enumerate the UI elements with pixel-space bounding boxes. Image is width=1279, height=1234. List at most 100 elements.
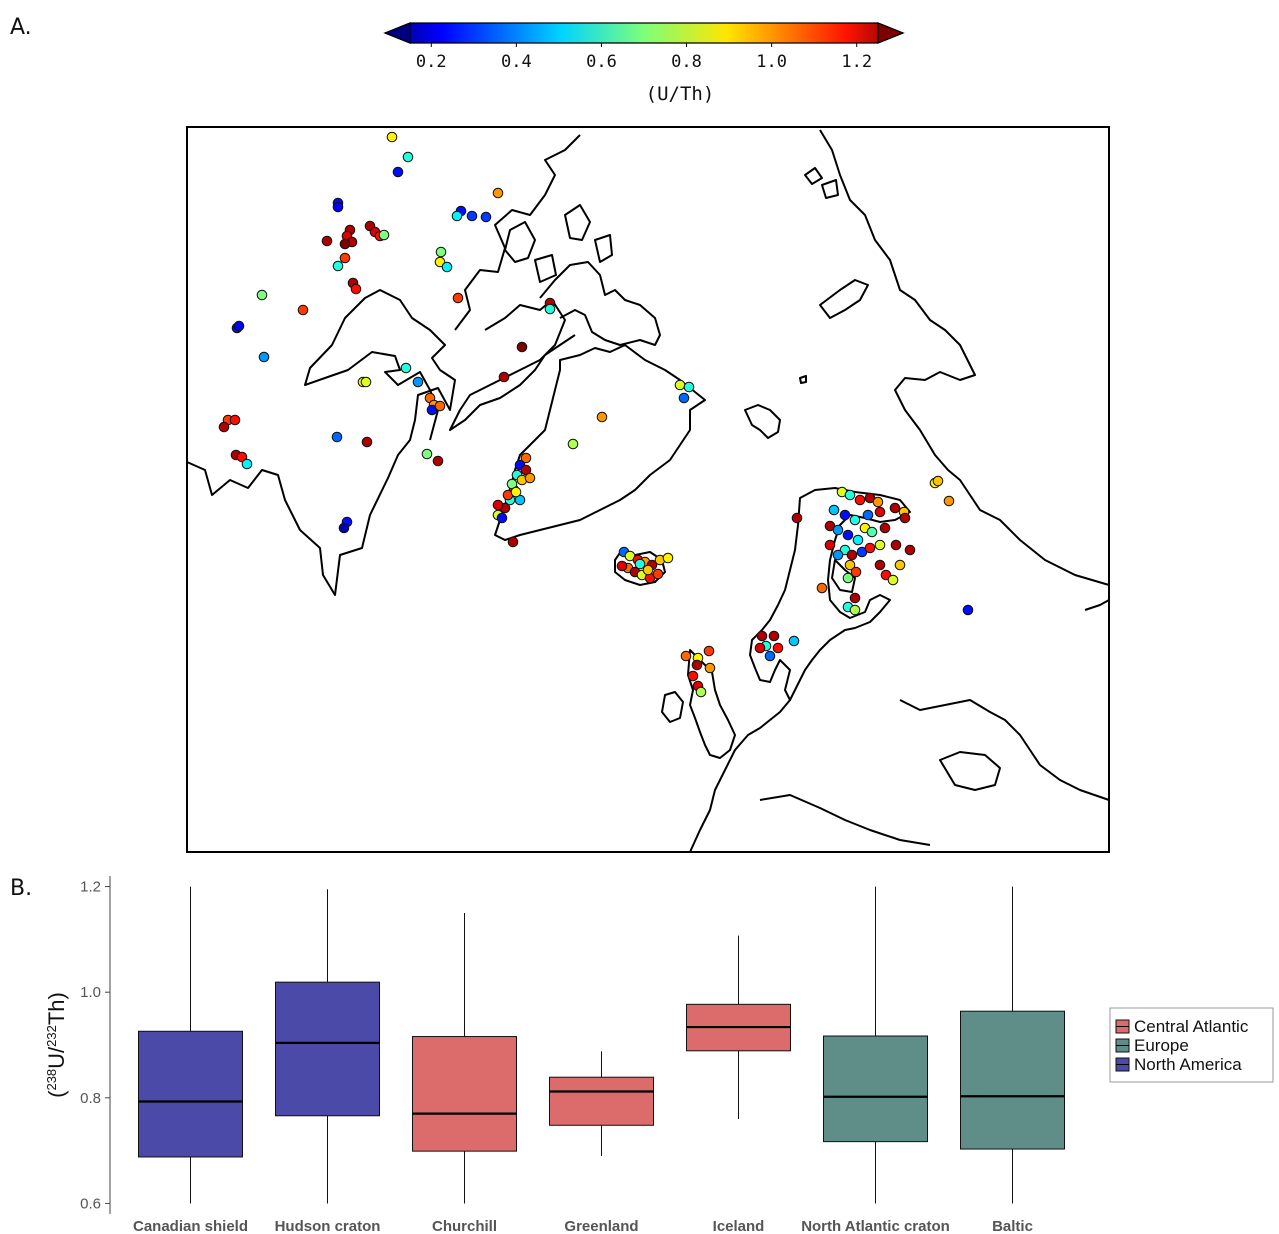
box-iqr bbox=[823, 1035, 928, 1143]
x-tick-label: Hudson craton bbox=[275, 1218, 381, 1234]
map-point bbox=[498, 371, 510, 383]
map-point bbox=[480, 211, 492, 223]
map-point bbox=[412, 376, 424, 388]
coast-ireland bbox=[661, 691, 684, 723]
map-point bbox=[492, 187, 504, 199]
colorbar-ticks: 0.2 0.4 0.6 0.8 1.0 1.2 bbox=[416, 43, 872, 72]
legend-box bbox=[1109, 1007, 1274, 1083]
colorbar-tick-label: 1.0 bbox=[756, 52, 787, 72]
colorbar-extend-high bbox=[877, 22, 905, 44]
map-point bbox=[904, 544, 916, 556]
legend-label: Central Atlantic bbox=[1134, 1017, 1249, 1036]
boxplot-panel: 0.6 0.8 1.0 1.2 (238U/232Th) Canadian shiel… bbox=[44, 876, 1274, 1234]
map-point bbox=[218, 421, 230, 433]
box-iqr bbox=[960, 1010, 1065, 1150]
coast-baffin bbox=[449, 299, 576, 431]
coast-franz-josef bbox=[804, 167, 823, 185]
map-point bbox=[849, 604, 861, 616]
map-point bbox=[678, 392, 690, 404]
coast-north-america bbox=[186, 289, 456, 596]
colorbar-extend-low bbox=[383, 22, 411, 44]
map-point bbox=[872, 496, 884, 508]
map-point bbox=[764, 650, 776, 662]
box-6 bbox=[823, 886, 928, 1204]
panel-a-label: A. bbox=[10, 15, 32, 40]
map-point bbox=[824, 539, 836, 551]
coast-black-sea bbox=[939, 751, 1001, 791]
y-tick-label: 1.2 bbox=[80, 879, 101, 896]
map-point bbox=[339, 252, 351, 264]
map-point bbox=[756, 630, 768, 642]
map-panel bbox=[186, 126, 1110, 853]
coast-novaya-zemlya bbox=[819, 279, 869, 319]
coast-islands-4 bbox=[534, 254, 557, 283]
coast-greenland bbox=[494, 344, 706, 541]
map-point bbox=[887, 574, 899, 586]
map-point bbox=[844, 559, 856, 571]
map-point bbox=[567, 438, 579, 450]
map-point bbox=[889, 502, 901, 514]
coast-arctic-islands bbox=[454, 134, 581, 331]
x-tick-label: Greenland bbox=[564, 1218, 638, 1234]
map-point bbox=[832, 549, 844, 561]
map-point bbox=[452, 292, 464, 304]
map-point bbox=[828, 504, 840, 516]
map-point bbox=[844, 489, 856, 501]
map-point bbox=[466, 210, 478, 222]
map-point bbox=[662, 552, 674, 564]
colorbar-tick-label: 0.2 bbox=[416, 52, 447, 72]
coast-svalbard bbox=[744, 404, 781, 439]
map-point bbox=[360, 376, 372, 388]
map-point bbox=[510, 486, 522, 498]
coast-med bbox=[759, 794, 931, 846]
boxes bbox=[138, 886, 1065, 1204]
y-tick-label: 0.6 bbox=[80, 1195, 101, 1212]
map-point bbox=[932, 475, 944, 487]
map-point bbox=[962, 604, 974, 616]
box-iqr bbox=[138, 1030, 243, 1158]
map-point bbox=[894, 559, 906, 571]
x-tick-label: Churchill bbox=[432, 1218, 497, 1234]
x-tick-label: Iceland bbox=[713, 1218, 765, 1234]
map-point bbox=[596, 411, 608, 423]
coast-baltic-gulf bbox=[831, 559, 856, 593]
map-point bbox=[400, 362, 412, 374]
map-point bbox=[350, 283, 362, 295]
box-iqr bbox=[549, 1076, 654, 1126]
coast-east-siberia bbox=[1084, 599, 1110, 611]
map-point bbox=[297, 304, 309, 316]
map-point bbox=[890, 539, 902, 551]
map-point bbox=[874, 559, 886, 571]
map-point bbox=[492, 499, 504, 511]
map-point bbox=[331, 431, 343, 443]
coast-siberia bbox=[819, 129, 1110, 586]
map-point bbox=[943, 495, 955, 507]
map-point bbox=[321, 235, 333, 247]
map-point bbox=[842, 572, 854, 584]
map-point bbox=[332, 201, 344, 213]
colorbar-gradient bbox=[383, 22, 905, 44]
map-point bbox=[874, 539, 886, 551]
map-point bbox=[392, 166, 404, 178]
box-4 bbox=[549, 1051, 654, 1156]
x-tick-label: Canadian shield bbox=[133, 1218, 248, 1234]
map-point bbox=[704, 662, 716, 674]
coastlines bbox=[186, 129, 1110, 853]
map-point bbox=[402, 151, 414, 163]
y-tick-label: 1.0 bbox=[80, 984, 101, 1001]
map-point bbox=[378, 229, 390, 241]
box-7 bbox=[960, 886, 1065, 1204]
coast-scandinavia bbox=[749, 487, 911, 701]
x-tick-label: Baltic bbox=[992, 1218, 1033, 1234]
y-axis-ticks: 0.6 0.8 1.0 1.2 bbox=[80, 879, 110, 1212]
map-point bbox=[816, 582, 828, 594]
box-iqr bbox=[275, 981, 380, 1117]
map-point bbox=[339, 238, 351, 250]
map-point bbox=[421, 448, 433, 460]
map-points bbox=[218, 131, 974, 698]
colorbar-tick-label: 1.2 bbox=[841, 52, 872, 72]
map-point bbox=[842, 529, 854, 541]
